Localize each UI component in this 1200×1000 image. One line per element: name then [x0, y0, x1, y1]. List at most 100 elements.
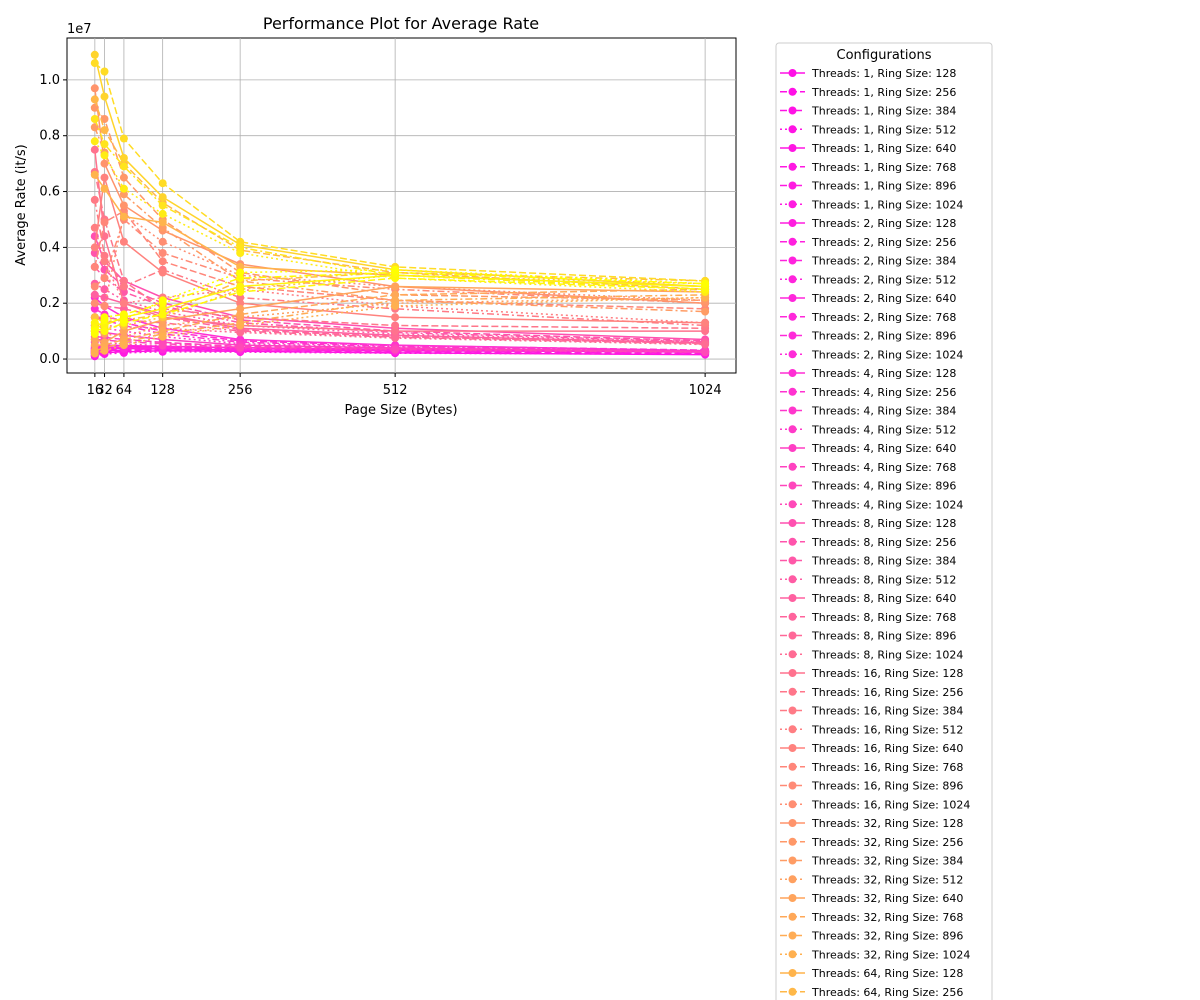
legend-label: Threads: 1, Ring Size: 640: [811, 142, 956, 155]
data-point: [90, 84, 99, 93]
legend-marker: [788, 969, 797, 977]
legend-marker: [788, 687, 797, 696]
legend-marker: [788, 312, 797, 321]
legend-label: Threads: 2, Ring Size: 128: [811, 217, 956, 230]
legend-item: Threads: 4, Ring Size: 896: [780, 480, 956, 493]
data-point: [90, 145, 99, 154]
legend-item: Threads: 32, Ring Size: 384: [780, 855, 963, 868]
legend-marker: [788, 856, 797, 865]
data-point: [119, 201, 128, 210]
y-tick-label: 0.2: [39, 296, 60, 311]
series-36: [90, 173, 710, 327]
legend-label: Threads: 16, Ring Size: 1024: [811, 798, 970, 811]
data-point: [391, 313, 400, 322]
series-47: [90, 293, 710, 358]
legend-item: Threads: 32, Ring Size: 1024: [780, 948, 970, 961]
data-point: [391, 321, 400, 330]
legend-marker: [788, 781, 797, 790]
data-point: [158, 296, 167, 305]
legend-marker: [788, 144, 797, 152]
x-tick-label: 256: [228, 383, 253, 398]
legend-item: Threads: 1, Ring Size: 640: [780, 142, 956, 155]
legend-marker: [788, 331, 797, 340]
legend-item: Threads: 32, Ring Size: 896: [780, 930, 963, 943]
legend-label: Threads: 32, Ring Size: 512: [811, 873, 963, 886]
data-point: [119, 299, 128, 308]
legend-marker: [788, 256, 797, 265]
data-point: [119, 162, 128, 171]
legend-marker: [788, 406, 797, 415]
data-point: [119, 134, 128, 143]
data-point: [391, 334, 400, 343]
legend-label: Threads: 4, Ring Size: 896: [811, 480, 956, 493]
legend-marker: [788, 631, 797, 640]
x-tick-label: 1024: [689, 383, 722, 398]
data-point: [236, 310, 245, 319]
legend-marker: [788, 612, 797, 621]
legend-marker: [788, 912, 797, 921]
data-point: [158, 201, 167, 210]
legend-marker: [788, 87, 797, 96]
legend-item: Threads: 8, Ring Size: 128: [780, 517, 956, 530]
legend-label: Threads: 1, Ring Size: 768: [811, 161, 956, 174]
data-point: [158, 237, 167, 246]
data-point: [236, 249, 245, 257]
data-point: [391, 282, 400, 291]
legend-item: Threads: 8, Ring Size: 768: [780, 611, 956, 624]
legend-marker: [788, 106, 797, 115]
data-point: [119, 341, 128, 350]
legend-label: Threads: 4, Ring Size: 256: [811, 386, 956, 399]
data-point: [90, 59, 99, 68]
data-point: [158, 268, 167, 277]
data-point: [90, 115, 99, 123]
legend-marker: [788, 369, 797, 377]
data-point: [90, 341, 99, 350]
data-point: [90, 349, 99, 358]
data-point: [119, 212, 128, 221]
y-tick-label: 1.0: [39, 73, 60, 88]
legend-label: Threads: 8, Ring Size: 768: [811, 611, 956, 624]
data-point: [100, 251, 109, 260]
data-point: [391, 345, 400, 354]
y-tick-label: 0.0: [39, 352, 60, 367]
data-point: [158, 310, 167, 319]
legend-label: Threads: 2, Ring Size: 640: [811, 292, 956, 305]
data-point: [119, 184, 128, 193]
data-point: [701, 293, 710, 302]
data-point: [90, 313, 99, 322]
x-tick-label: 64: [116, 383, 133, 398]
legend-item: Threads: 4, Ring Size: 1024: [780, 498, 963, 511]
data-point: [236, 237, 245, 246]
legend-item: Threads: 2, Ring Size: 896: [780, 330, 956, 343]
data-point: [158, 257, 167, 266]
data-point: [236, 304, 245, 313]
legend-label: Threads: 32, Ring Size: 256: [811, 836, 963, 849]
data-point: [119, 282, 128, 291]
legend-label: Threads: 2, Ring Size: 384: [811, 255, 956, 268]
data-point: [90, 195, 99, 204]
legend-item: Threads: 32, Ring Size: 640: [780, 892, 963, 905]
legend-marker: [788, 594, 797, 602]
data-point: [236, 288, 245, 296]
legend-label: Threads: 2, Ring Size: 512: [811, 273, 956, 286]
legend-item: Threads: 16, Ring Size: 768: [780, 761, 963, 774]
data-point: [158, 249, 167, 257]
legend-item: Threads: 1, Ring Size: 896: [780, 180, 956, 193]
data-point: [90, 282, 99, 291]
legend-item: Threads: 1, Ring Size: 256: [780, 86, 956, 99]
legend-label: Threads: 4, Ring Size: 128: [811, 367, 956, 380]
legend-item: Threads: 16, Ring Size: 640: [780, 742, 963, 755]
legend-item: Threads: 8, Ring Size: 640: [780, 592, 956, 605]
data-point: [158, 209, 167, 218]
legend-label: Threads: 8, Ring Size: 128: [811, 517, 956, 530]
legend-item: Threads: 32, Ring Size: 128: [780, 817, 963, 830]
legend-label: Threads: 2, Ring Size: 1024: [811, 348, 963, 361]
data-point: [90, 304, 99, 313]
legend-label: Threads: 8, Ring Size: 512: [811, 573, 956, 586]
legend-label: Threads: 32, Ring Size: 1024: [811, 948, 970, 961]
data-point: [158, 304, 167, 313]
data-point: [391, 290, 400, 299]
legend-item: Threads: 16, Ring Size: 1024: [780, 798, 970, 811]
legend-item: Threads: 8, Ring Size: 1024: [780, 648, 963, 661]
legend-marker: [788, 931, 797, 940]
